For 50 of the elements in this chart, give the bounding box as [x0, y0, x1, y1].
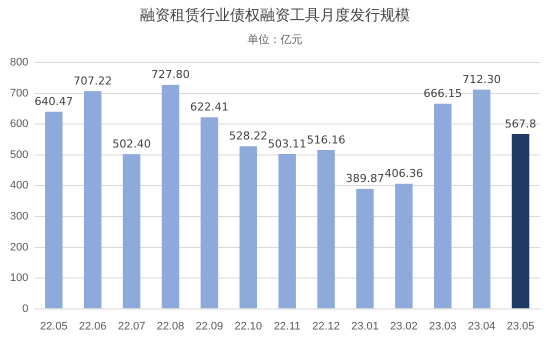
- data-label: 528.22: [229, 130, 268, 143]
- bar: [356, 188, 374, 308]
- bar: [472, 90, 490, 308]
- x-tick-label: 22.10: [234, 320, 262, 332]
- data-label: 389.87: [346, 172, 384, 186]
- bar: [200, 117, 218, 308]
- y-tick-label: 500: [10, 148, 28, 161]
- x-tick-label: 22.05: [40, 320, 68, 332]
- x-tick-label: 23.02: [390, 320, 418, 332]
- chart-subtitle: 单位：亿元: [246, 32, 304, 47]
- data-label: 516.16: [306, 133, 346, 146]
- bar: [122, 154, 140, 308]
- data-label: 567.8: [504, 117, 536, 130]
- bar: [278, 154, 296, 308]
- data-label: 622.41: [190, 100, 229, 114]
- bar: [162, 84, 180, 308]
- data-label: 502.40: [112, 138, 151, 151]
- y-tick-label: 600: [10, 118, 28, 130]
- x-tick-label: 22.11: [274, 320, 301, 332]
- x-tick-label: 23.04: [468, 320, 496, 332]
- y-tick-label: 800: [10, 56, 28, 69]
- y-tick-label: 200: [10, 241, 28, 254]
- x-tick-label: 22.08: [156, 320, 184, 332]
- x-tick-label: 22.06: [78, 320, 106, 332]
- bar: [395, 184, 413, 308]
- chart-title: 融资租赁行业债权融资工具月度发行规模: [139, 6, 411, 25]
- bar: [45, 112, 63, 308]
- data-label: 640.47: [34, 95, 74, 108]
- x-tick-label: 23.03: [428, 320, 457, 332]
- x-tick-label: 22.07: [118, 320, 146, 332]
- y-tick-label: 300: [10, 210, 28, 223]
- y-tick-label: 700: [10, 87, 28, 100]
- data-label: 406.36: [384, 167, 424, 180]
- bar: [317, 150, 335, 308]
- x-tick-label: 22.12: [312, 320, 340, 332]
- data-label: 503.11: [268, 137, 306, 150]
- bar: [84, 91, 102, 308]
- x-tick-label: 23.01: [351, 320, 379, 332]
- data-label: 712.30: [462, 72, 501, 86]
- y-tick-label: 0: [22, 302, 28, 315]
- y-tick-label: 400: [10, 180, 28, 192]
- y-tick-label: 100: [10, 272, 28, 284]
- x-tick-label: 23.05: [506, 320, 534, 332]
- data-label: 727.80: [151, 68, 190, 82]
- bar: [434, 104, 452, 308]
- data-label: 666.15: [424, 87, 462, 100]
- data-label: 707.22: [73, 74, 112, 88]
- x-tick-label: 22.09: [196, 320, 224, 332]
- bar: [240, 146, 258, 308]
- bar: [512, 134, 530, 308]
